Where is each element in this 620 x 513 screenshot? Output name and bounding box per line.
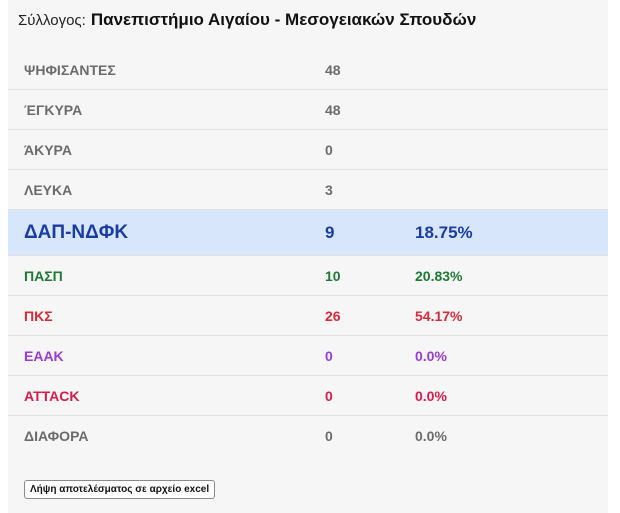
party-name: ΔΙΑΦΟΡΑ [24,428,89,444]
result-row-dap-ndfk: ΔΑΠ-ΝΔΦΚ 9 18.75% [8,210,608,256]
party-votes: 0 [325,347,333,364]
party-name: ATTACK [24,387,80,404]
result-row-pasp: ΠΑΣΠ 10 20.83% [8,256,608,296]
stat-row-blank: ΛΕΥΚΑ 3 [8,170,608,210]
party-votes: 26 [325,307,341,324]
party-name: ΕΑΑΚ [24,347,64,364]
party-votes: 0 [325,387,333,404]
stat-row-invalid: ΆΚΥΡΑ 0 [8,130,608,170]
party-name: ΠΑΣΠ [24,267,63,284]
party-votes: 10 [325,267,341,284]
stat-value: 0 [325,141,333,158]
stat-label: ΆΚΥΡΑ [24,141,72,158]
party-percent: 20.83% [415,267,463,284]
party-percent: 0.0% [415,428,447,444]
stat-label: ΨΗΦΙΣΑΝΤΕΣ [24,61,116,78]
party-percent: 0.0% [415,347,447,364]
download-excel-button[interactable]: Λήψη αποτελέσματος σε αρχείο excel [24,480,216,499]
stat-value: 48 [325,101,341,118]
result-row-attack: ATTACK 0 0.0% [8,376,608,416]
party-name: ΠΚΣ [24,307,53,324]
party-name: ΔΑΠ-ΝΔΦΚ [24,221,129,243]
stat-row-voters: ΨΗΦΙΣΑΝΤΕΣ 48 [8,50,608,90]
party-percent: 54.17% [415,307,463,324]
stat-label: ΛΕΥΚΑ [24,181,73,198]
stat-value: 48 [325,61,341,78]
stat-label: ΈΓΚΥΡΑ [24,101,83,118]
party-percent: 18.75% [415,222,473,242]
result-row-eaak: ΕΑΑΚ 0 0.0% [8,336,608,376]
result-row-other: ΔΙΑΦΟΡΑ 0 0.0% [8,416,608,456]
party-percent: 0.0% [415,387,447,404]
result-row-pks: ΠΚΣ 26 54.17% [8,296,608,336]
association-label: Σύλλογος: [18,12,86,29]
stat-row-valid: ΈΓΚΥΡΑ 48 [8,90,608,130]
party-votes: 9 [325,222,335,242]
association-name: Πανεπιστήμιο Αιγαίου - Μεσογειακών Σπουδ… [90,10,477,29]
results-panel [8,0,608,513]
results-table: ΨΗΦΙΣΑΝΤΕΣ 48 ΈΓΚΥΡΑ 48 ΆΚΥΡΑ 0 ΛΕΥΚΑ 3 … [8,50,608,456]
party-votes: 0 [325,428,333,444]
stat-value: 3 [325,181,333,198]
association-header: Σύλλογος: Πανεπιστήμιο Αιγαίου - Μεσογει… [18,10,476,36]
